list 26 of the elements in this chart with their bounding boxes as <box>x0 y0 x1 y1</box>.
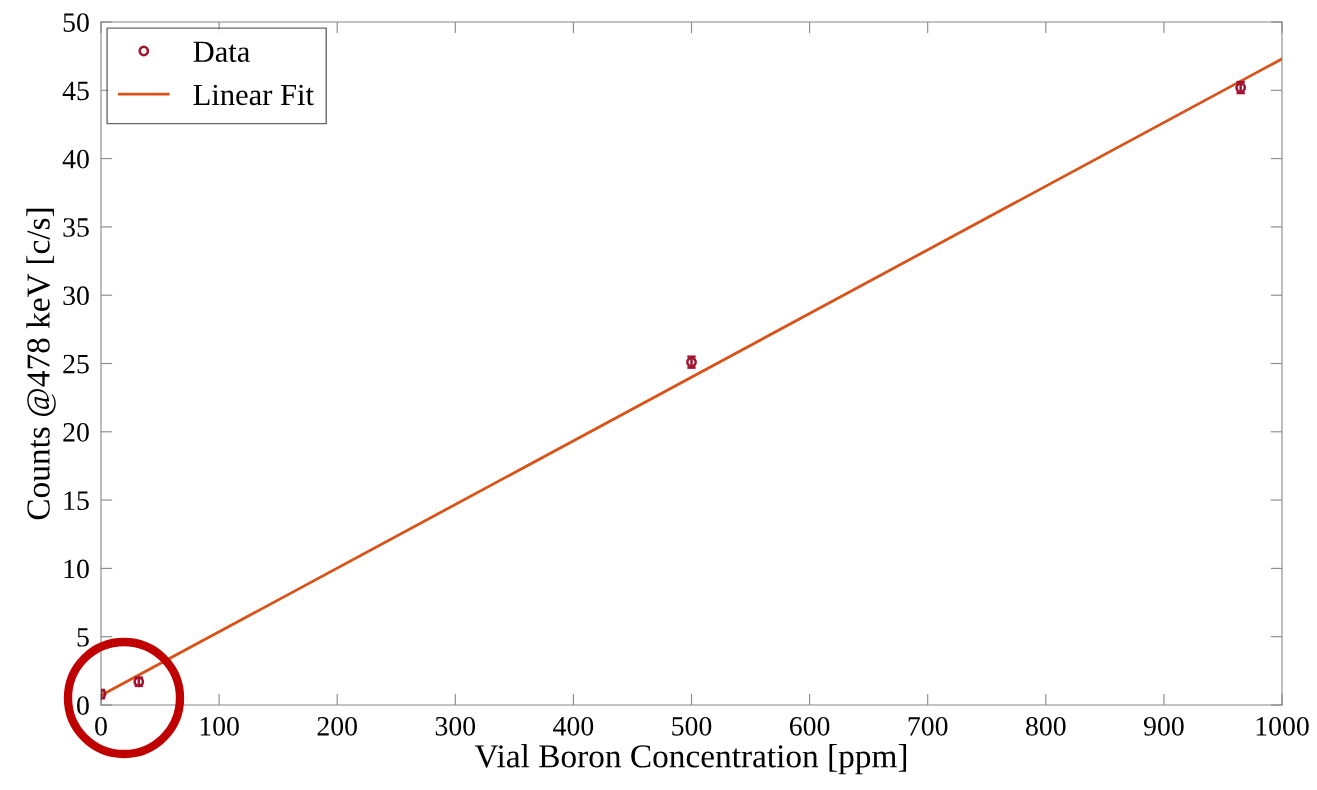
y-axis-title: Counts @478 keV [c/s] <box>26 208 56 520</box>
x-tick-label: 1000 <box>1256 716 1309 736</box>
y-tick-label: 45 <box>62 81 89 101</box>
y-tick-label: 20 <box>63 422 89 442</box>
y-tick-label: 40 <box>62 149 89 169</box>
y-tick-label: 50 <box>63 13 89 32</box>
x-tick-label: 700 <box>908 716 948 736</box>
x-tick-label: 400 <box>553 716 594 736</box>
x-tick-label: 300 <box>435 716 476 736</box>
x-tick-label: 200 <box>317 716 357 736</box>
x-axis-title: Vial Boron Concentration [ppm] <box>474 744 907 775</box>
x-tick-label: 600 <box>789 716 830 736</box>
x-tick-label: 500 <box>672 716 712 736</box>
legend-label: Data <box>193 41 250 63</box>
y-tick-label: 25 <box>63 354 89 374</box>
x-tick-label: 100 <box>200 716 239 736</box>
y-tick-label: 0 <box>77 696 89 715</box>
y-tick-label: 35 <box>63 218 89 237</box>
y-tick-label: 30 <box>63 286 89 306</box>
y-tick-label: 15 <box>64 491 89 511</box>
x-tick-label: 800 <box>1026 716 1066 736</box>
y-tick-label: 10 <box>64 559 89 579</box>
legend-label: Linear Fit <box>193 84 314 106</box>
x-tick-label: 900 <box>1143 716 1184 736</box>
x-tick-label: 0 <box>95 716 107 736</box>
y-tick-label: 5 <box>77 628 89 647</box>
